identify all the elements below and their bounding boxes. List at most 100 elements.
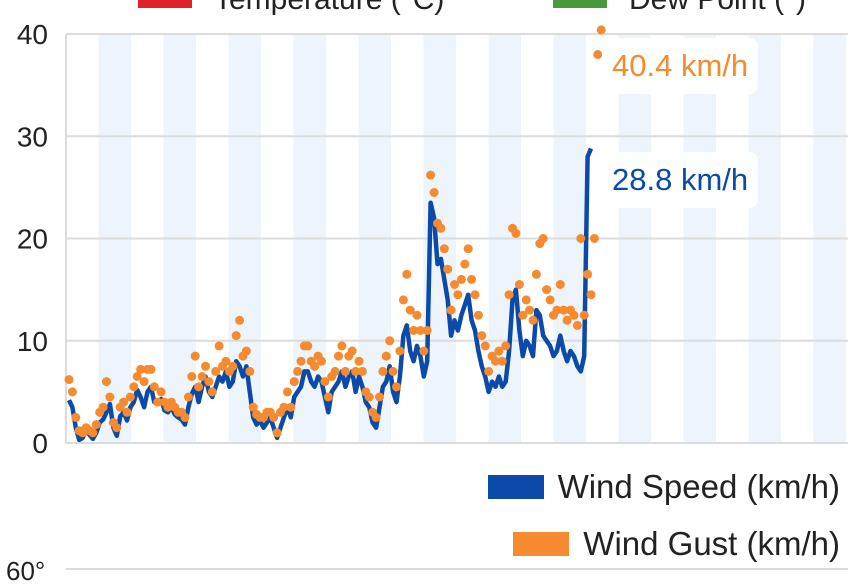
gust-point [211,366,221,376]
legend-wind-gust[interactable]: Wind Gust (km/h) [513,524,840,564]
gust-point [354,356,364,366]
gust-point [579,310,589,320]
gust-point [398,295,408,305]
gust-point [460,259,470,269]
legend-wind-speed-swatch [487,475,544,499]
gust-point [525,305,535,315]
gust-point [197,372,207,381]
gust-point [436,223,446,233]
gust-point [443,264,453,274]
gust-point [542,285,552,295]
gust-point [357,366,367,376]
gust-point [351,366,361,376]
gust-point [347,346,357,356]
gust-point [241,346,251,356]
gust-point [415,326,425,335]
gust-point [136,364,146,374]
gust-point [385,336,395,346]
legend-dew-point-label: Dew Point (°) [629,0,806,17]
gust-point [491,356,500,366]
gust-point [201,361,210,371]
gust-point [303,341,313,351]
gust-point [153,397,163,407]
gust-point [409,326,419,335]
gust-point [453,290,463,300]
gust-point [149,382,159,392]
y-tick-label: 10 [17,326,48,357]
legend-temperature-swatch [138,0,192,8]
gust-point [320,377,330,387]
gust-point [71,412,81,422]
wind-chart: 0 10 20 30 40 [17,19,848,459]
gust-point [228,361,238,371]
gust-point [64,375,74,385]
gust-point [132,372,142,381]
speed-callout: 28.8 km/h [602,152,759,208]
gust-point [340,366,350,376]
gust-callout: 40.4 km/h [602,38,759,94]
gust-point [583,269,593,279]
gust-point [190,351,200,361]
gust-point [439,244,449,254]
gust-point [395,346,405,356]
gust-point [282,387,292,397]
gust-point [589,234,599,243]
next-chart-axis [66,568,848,570]
gust-point [221,356,231,366]
gust-point [381,351,391,361]
gust-point [467,274,477,284]
gust-point [248,402,258,412]
speed-callout-value: 28.8 km/h [612,162,749,197]
gust-point [119,397,129,407]
gust-point [183,392,193,402]
gust-point [98,402,108,412]
gust-point [125,392,135,402]
gust-point [214,341,224,351]
grid-lines [65,33,848,444]
gust-point [531,269,541,279]
gust-point [484,366,494,376]
gust-point [473,310,483,320]
y-tick-label: 0 [32,428,48,459]
gust-point [405,305,415,315]
gust-point [296,356,306,366]
y-axis-ticks: 0 10 20 30 40 [17,19,48,459]
legend-temperature-label: Temperature (°C) [214,0,444,17]
legend-dew-point[interactable]: Dew Point (°) [553,0,806,18]
gust-point [289,377,299,387]
gust-point [392,382,401,392]
gust-point [576,234,586,243]
gust-point [429,188,439,197]
gust-point [480,341,490,351]
y-tick-label: 20 [17,224,48,255]
gust-point [518,310,528,320]
gust-point [593,50,603,59]
gust-callout-value: 40.4 km/h [612,48,749,83]
gust-point [559,305,569,315]
gust-point [426,170,436,180]
gust-point [569,310,579,320]
gust-point [388,366,398,376]
gust-point [371,412,381,422]
gust-point [562,315,572,325]
gust-point [555,280,565,289]
gust-point [501,341,511,351]
gust-point [375,392,384,402]
gust-point [204,377,214,387]
legend-temperature[interactable]: Temperature (°C) [138,0,444,18]
legend-wind-speed[interactable]: Wind Speed (km/h) [487,467,840,507]
gust-point [323,392,333,402]
legend-wind-gust-label: Wind Gust (km/h) [583,525,840,562]
gust-point [528,315,538,325]
gust-point [105,392,115,402]
gust-point [364,392,374,402]
gust-point [378,366,388,376]
gust-point [334,351,343,361]
gust-point [122,407,132,417]
gust-point [402,269,412,279]
gust-point [545,295,555,305]
gust-point [477,331,487,341]
gust-point [412,310,422,320]
gust-point [514,280,524,289]
gust-point [146,364,156,374]
